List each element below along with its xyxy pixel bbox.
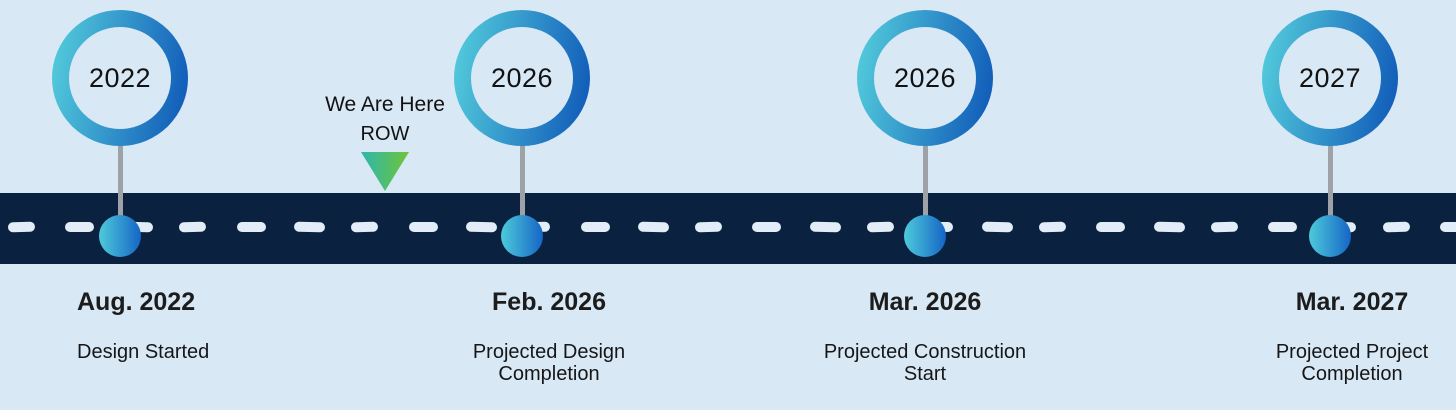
year-circle: 2026 xyxy=(454,10,590,146)
marker-stem xyxy=(1327,140,1333,236)
we-are-here-marker: We Are Here ROW xyxy=(325,92,445,191)
year-label: 2026 xyxy=(893,62,957,93)
year-circle-inner: 2027 xyxy=(1279,27,1381,129)
road-dash xyxy=(1382,221,1410,233)
road-dash xyxy=(1038,221,1067,233)
marker-dot xyxy=(1309,215,1351,257)
milestone-label: Mar. 2026 Projected Construction Start xyxy=(808,288,1042,385)
road-dash xyxy=(7,221,35,233)
road-dash xyxy=(981,221,1013,233)
road-dash xyxy=(1210,221,1238,233)
year-circle: 2026 xyxy=(857,10,993,146)
marker-dot xyxy=(501,215,543,257)
year-label: 2026 xyxy=(490,62,554,93)
road-dash xyxy=(351,221,379,233)
road-dash xyxy=(1440,222,1456,232)
road-dash xyxy=(465,221,498,233)
milestone-date: Mar. 2027 xyxy=(1295,288,1409,316)
road-dash xyxy=(866,221,895,233)
milestone-description: Projected Design Completion xyxy=(472,341,626,385)
we-are-here-label: We Are Here xyxy=(325,93,445,116)
road-dash xyxy=(1153,221,1185,233)
milestone-label: Aug. 2022 Design Started xyxy=(77,288,377,364)
year-circle: 2022 xyxy=(52,10,188,146)
road-dash xyxy=(580,222,610,232)
road-dash xyxy=(1096,222,1126,232)
milestone-description: Projected Construction Start xyxy=(823,341,1027,385)
marker-dot xyxy=(99,215,141,257)
road-dash xyxy=(637,221,669,233)
milestone-label: Mar. 2027 Projected Project Completion xyxy=(1245,288,1456,385)
road-dash xyxy=(1268,222,1298,232)
road-dash xyxy=(179,221,207,233)
road-dash xyxy=(236,222,266,232)
year-label: 2027 xyxy=(1298,62,1362,93)
year-circle: 2027 xyxy=(1262,10,1398,146)
year-label: 2022 xyxy=(88,62,152,93)
milestone-date: Feb. 2026 xyxy=(492,288,606,316)
road-dash xyxy=(809,221,841,233)
location-triangle-icon xyxy=(360,152,409,191)
milestone-date: Aug. 2022 xyxy=(77,288,196,316)
road-dash xyxy=(408,222,438,232)
year-circle-inner: 2026 xyxy=(874,27,976,129)
marker-stem xyxy=(922,140,928,236)
year-circle-inner: 2026 xyxy=(471,27,573,129)
milestone-date: Mar. 2026 xyxy=(868,288,982,316)
marker-stem xyxy=(117,140,123,236)
road-dash xyxy=(293,221,326,233)
milestone-description: Projected Project Completion xyxy=(1275,341,1429,385)
road-band xyxy=(0,193,1456,264)
marker-stem xyxy=(519,140,525,236)
road-dash xyxy=(64,222,94,232)
milestone-label: Feb. 2026 Projected Design Completion xyxy=(437,288,661,385)
milestone-description: Design Started xyxy=(77,341,210,363)
row-label: ROW xyxy=(360,123,410,145)
year-circle-inner: 2022 xyxy=(69,27,171,129)
marker-dot xyxy=(904,215,946,257)
road-dash xyxy=(752,222,782,232)
road-dash xyxy=(694,221,723,233)
